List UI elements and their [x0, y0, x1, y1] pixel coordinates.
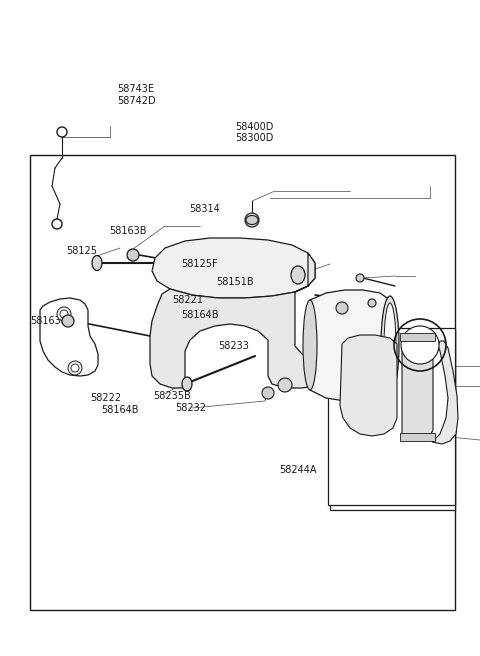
Bar [30, 155, 455, 610]
Circle shape [62, 315, 74, 327]
Text: 58233: 58233 [218, 341, 249, 352]
Text: 58232: 58232 [175, 403, 206, 413]
Circle shape [57, 307, 71, 321]
Polygon shape [402, 333, 433, 440]
Circle shape [336, 302, 348, 314]
Ellipse shape [356, 274, 364, 282]
Circle shape [278, 378, 292, 392]
Ellipse shape [381, 296, 399, 394]
Text: 58221: 58221 [172, 295, 203, 306]
Ellipse shape [92, 255, 102, 270]
Circle shape [245, 213, 259, 227]
Text: 58244A: 58244A [321, 358, 358, 368]
Polygon shape [432, 341, 458, 444]
Bar [330, 330, 455, 510]
Circle shape [57, 127, 67, 137]
Text: 58163B: 58163B [30, 316, 67, 327]
Polygon shape [150, 253, 322, 388]
Text: 58164B: 58164B [181, 310, 219, 320]
Text: 58222: 58222 [90, 393, 121, 403]
Ellipse shape [291, 266, 305, 284]
Circle shape [60, 310, 68, 318]
Ellipse shape [401, 326, 439, 364]
Text: 58163B: 58163B [109, 226, 147, 236]
Polygon shape [340, 335, 397, 436]
Circle shape [262, 387, 274, 399]
Ellipse shape [303, 300, 317, 390]
Bar [400, 433, 435, 441]
Text: 58743E
58742D: 58743E 58742D [118, 85, 156, 106]
Text: 58125: 58125 [66, 245, 97, 256]
Bar [400, 333, 435, 341]
Text: 58235B: 58235B [154, 391, 192, 401]
Text: 58164B: 58164B [101, 405, 138, 415]
Ellipse shape [368, 299, 376, 307]
Circle shape [68, 361, 82, 375]
Circle shape [127, 249, 139, 261]
Circle shape [52, 219, 62, 229]
Text: 58314: 58314 [190, 203, 220, 214]
Polygon shape [152, 238, 315, 298]
Ellipse shape [246, 216, 258, 224]
Polygon shape [310, 290, 390, 401]
Text: 58400D
58300D: 58400D 58300D [235, 122, 274, 143]
Bar [328, 328, 455, 505]
Text: 58244A: 58244A [279, 464, 317, 475]
Text: 58151B: 58151B [216, 277, 253, 287]
Polygon shape [40, 298, 98, 376]
Circle shape [71, 364, 79, 372]
Ellipse shape [384, 303, 396, 387]
Text: 58302: 58302 [311, 341, 342, 352]
Ellipse shape [182, 377, 192, 391]
Text: 58125F: 58125F [181, 258, 218, 269]
